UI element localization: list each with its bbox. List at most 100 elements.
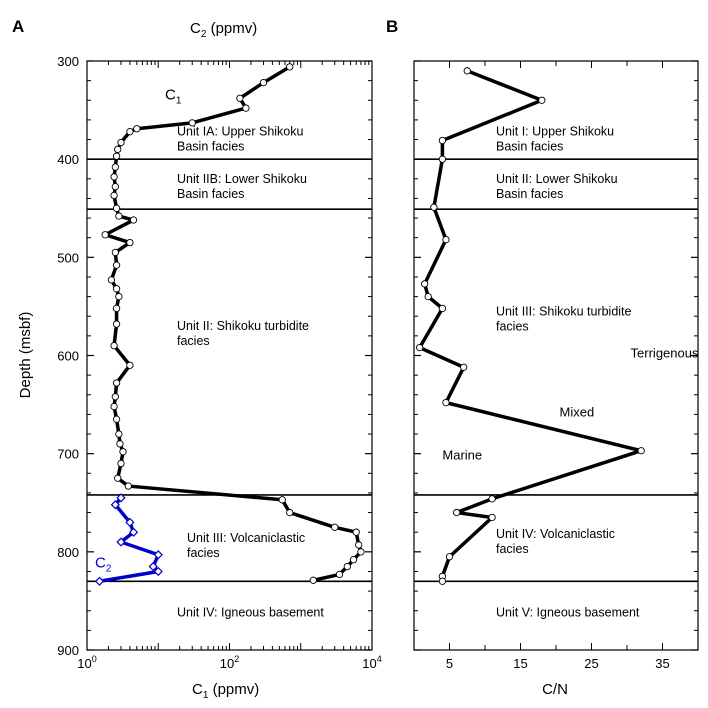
panel-b-point-cn <box>430 203 438 211</box>
panel-a-point-c1 <box>112 320 121 328</box>
panel-a-bottom-axis-title: C1 (ppmv) <box>192 681 259 701</box>
panel-a-point-c1 <box>133 125 141 133</box>
panel-a-point-c1 <box>355 541 363 549</box>
panel-a-series-label-c1: C1 <box>165 86 182 106</box>
panel-a-xtick-base: 10 <box>220 656 234 671</box>
panel-a-point-c1 <box>111 183 120 191</box>
panel-a-point-c1 <box>357 548 365 556</box>
panel-a-point-c1 <box>110 402 118 411</box>
y-axis-title: Depth (msbf) <box>17 312 34 399</box>
panel-a-xtick-label: 104 <box>362 654 381 671</box>
panel-b-point-cn <box>637 447 645 455</box>
panel-a-point-c1 <box>286 508 294 517</box>
panel-a-point-c2 <box>110 500 121 510</box>
panel-a-point-c1 <box>188 119 196 127</box>
panel-b-unit-label: Unit II: Lower Shikoku <box>496 172 618 186</box>
panel-a-point-c1 <box>110 191 118 200</box>
panel-a-unit-label: Unit III: Volcaniclastic <box>187 531 305 545</box>
panel-a-series-label-c2: C2 <box>95 555 112 575</box>
panel-b-point-cn <box>438 155 447 163</box>
panel-a-point-c1 <box>335 570 344 579</box>
panel-b-point-cn <box>488 495 496 503</box>
panel-b-point-cn <box>488 513 496 522</box>
panel-a-point-c1 <box>110 342 118 350</box>
panel-a-point-c1 <box>112 152 121 160</box>
panel-a-point-c1 <box>117 138 125 147</box>
panel-a-unit-label: Basin facies <box>177 140 244 154</box>
panel-a-unit-label: facies <box>177 334 210 348</box>
panel-a-xtick-exponent: 2 <box>234 654 239 664</box>
panel-a-point-c2 <box>128 527 139 537</box>
panel-a-point-c1 <box>278 496 286 504</box>
panel-a-point-c1 <box>114 145 122 154</box>
panel-a-xtick-label: 102 <box>220 654 239 671</box>
panel-b-point-cn <box>416 343 424 352</box>
panel-a-point-c1 <box>112 379 121 387</box>
panel-a-ytick-label: 700 <box>57 447 79 462</box>
panel-a-point-c2 <box>94 576 105 586</box>
panel-a-point-c1 <box>129 216 138 224</box>
panel-a-label: A <box>12 17 24 36</box>
panel-a-point-c1 <box>259 78 268 87</box>
panel-a-xtick-base: 10 <box>362 656 376 671</box>
panel-b-unit-label: Basin facies <box>496 187 563 201</box>
panel-a-point-c2 <box>125 517 135 528</box>
panel-a-xtick-label: 100 <box>77 654 96 671</box>
panel-b-point-cn <box>538 96 546 104</box>
panel-b-point-cn <box>442 398 450 407</box>
panel-b-unit-label: Unit I: Upper Shikoku <box>496 125 614 139</box>
panel-a-ytick-label: 600 <box>57 349 79 364</box>
panel-a-point-c1 <box>115 212 123 220</box>
panel-a-ytick-label: 400 <box>57 152 79 167</box>
panel-b-environment-label-terrigenous: Terrigenous <box>631 345 699 360</box>
panel-b-point-cn <box>460 363 468 371</box>
panel-b-label: B <box>386 17 398 36</box>
panel-b-environment-label-marine: Marine <box>442 448 482 463</box>
panel-a-point-c1 <box>112 261 121 269</box>
panel-b-point-cn <box>420 280 429 288</box>
panel-a-point-c2 <box>153 566 163 577</box>
panel-a-unit-label: Unit IA: Upper Shikoku <box>177 125 303 139</box>
panel-a-unit-label: Unit IV: Igneous basement <box>177 606 324 620</box>
panel-a-point-c1 <box>117 459 125 468</box>
panel-b-unit-label: Unit IV: Volcaniclastic <box>496 527 615 541</box>
panel-a-top-axis-title: C2 (ppmv) <box>190 20 257 40</box>
panel-a-point-c1 <box>110 173 118 181</box>
panel-a-point-c1 <box>242 104 250 112</box>
panel-a-point-c1 <box>101 231 109 239</box>
panel-a-unit-label: facies <box>187 546 220 560</box>
panel-b-point-cn <box>452 508 461 517</box>
panel-a-xtick-exponent: 0 <box>92 654 97 664</box>
panel-a-point-c1 <box>236 94 244 102</box>
panel-b-point-cn <box>445 553 454 561</box>
panel-a-point-c1 <box>116 440 124 448</box>
panel-a: A C2 (ppmv) C1 (ppmv) Depth (msbf) 100 10… <box>12 17 382 701</box>
panel-a-ytick-label: 300 <box>57 54 79 69</box>
panel-b-point-cn <box>463 67 471 75</box>
panel-a-point-c1 <box>111 248 120 257</box>
panel-b-point-cn <box>438 577 447 585</box>
panel-a-unit-label: Unit IIB: Lower Shikoku <box>177 172 307 186</box>
panel-b-unit-label: facies <box>496 319 529 333</box>
panel-b-point-cn <box>438 304 447 313</box>
panel-a-point-c2 <box>153 550 163 560</box>
panel-a-point-c1 <box>126 238 134 247</box>
panel-a-point-c1 <box>111 393 120 401</box>
panel-a-xtick-base: 10 <box>77 656 91 671</box>
panel-a-point-c1 <box>343 562 351 571</box>
panel-b-xtick-label: 25 <box>584 656 598 671</box>
panel-a-unit-label: Basin facies <box>177 187 244 201</box>
panel-a-xtick-exponent: 4 <box>377 654 382 664</box>
panel-a-point-c1 <box>126 128 134 136</box>
panel-a-point-c1 <box>111 163 120 171</box>
panel-b-unit-label: Unit III: Shikoku turbidite <box>496 304 632 318</box>
panel-a-point-c1 <box>286 63 294 71</box>
panel-a-point-c1 <box>119 448 127 456</box>
panel-a-point-c1 <box>112 204 121 212</box>
panel-a-point-c1 <box>349 556 358 564</box>
panel-a-point-c1 <box>352 528 360 536</box>
panel-a-point-c1 <box>112 285 121 293</box>
